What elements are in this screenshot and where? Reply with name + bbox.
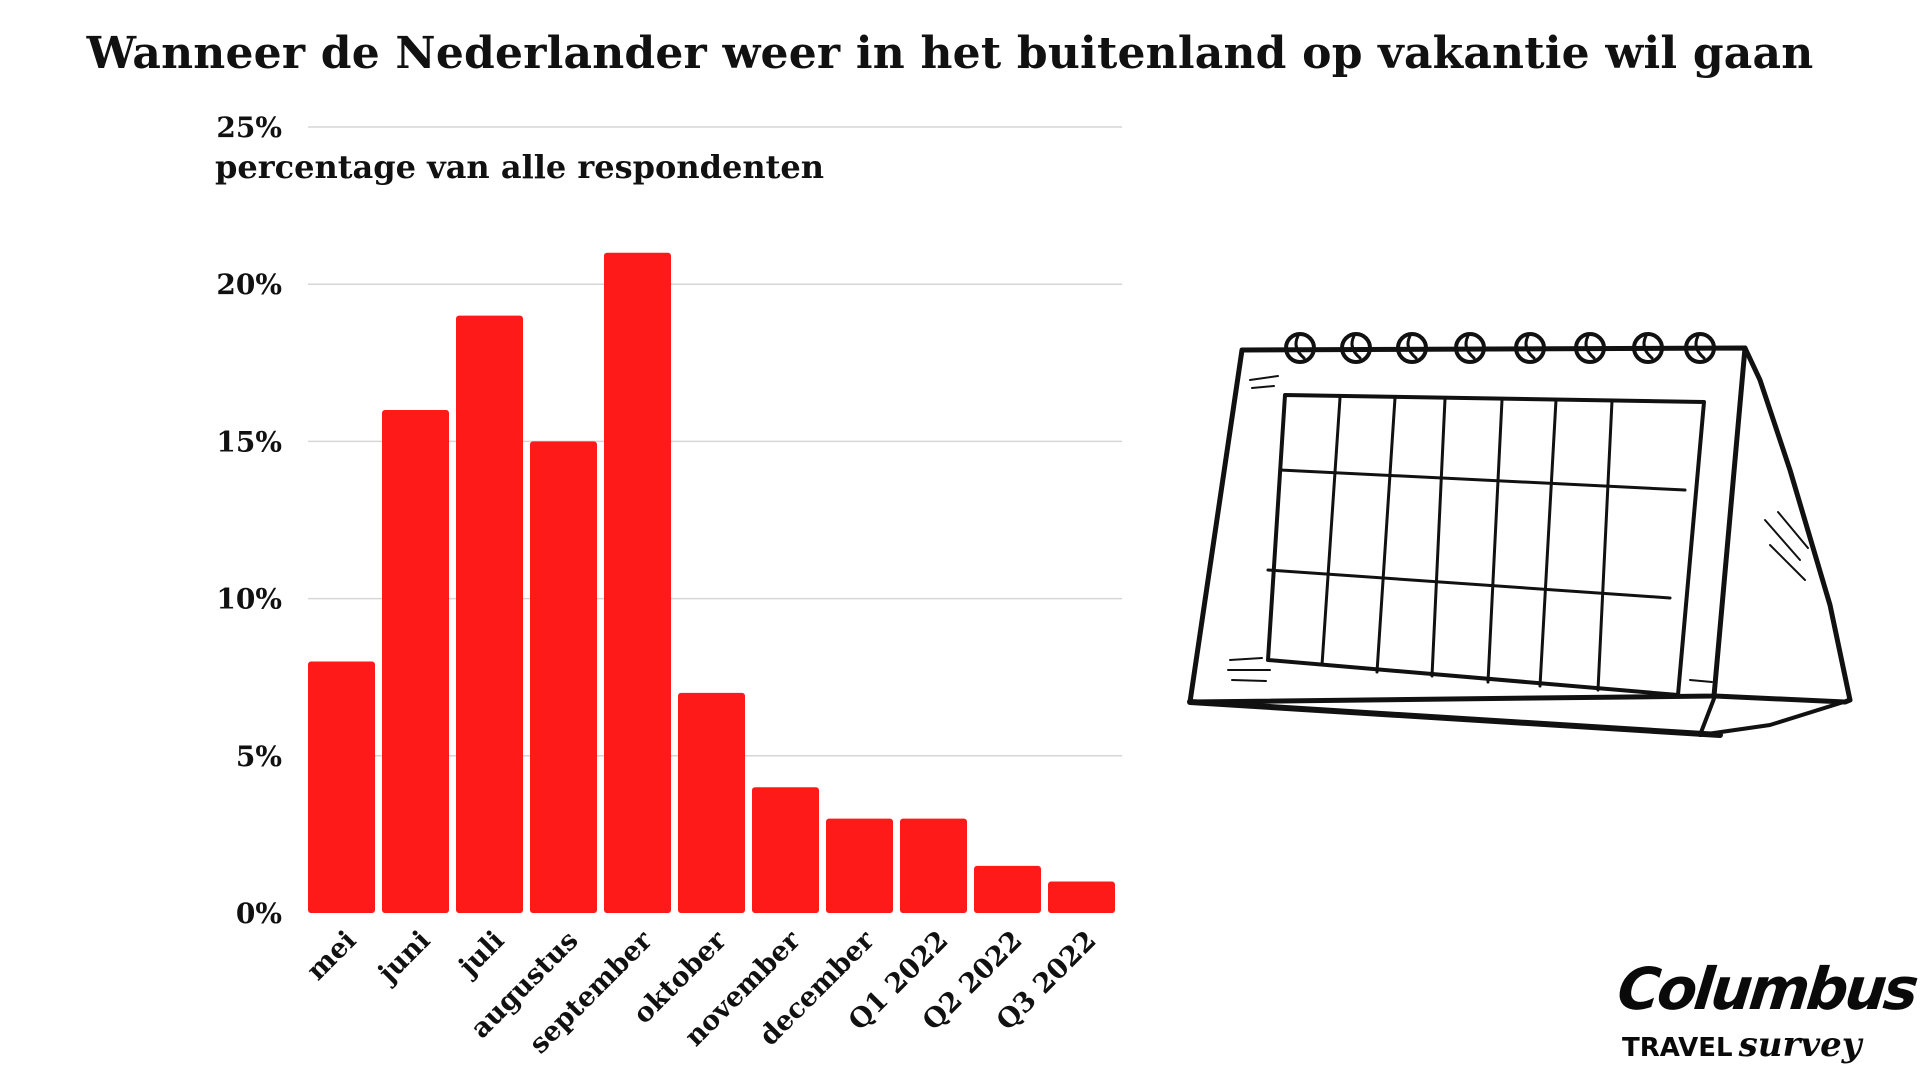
y-tick-label: 25%: [216, 111, 282, 144]
x-tick-label: juni: [371, 925, 436, 990]
bar-q2-2022: [974, 865, 1041, 913]
x-tick-label: mei: [301, 925, 363, 987]
x-axis-ticks: mei juni juliaugustusseptemberoktobernovem…: [301, 924, 1103, 1059]
bar-chart: 0% 5% 10% 15% 20% 25% percentage van alle res…: [215, 111, 1122, 1060]
bar-oktober: [678, 692, 745, 913]
bar-november: [752, 787, 819, 913]
bar-q1-2022: [900, 818, 967, 913]
brand-name: Columbus: [1614, 955, 1919, 1023]
brand-subtitle: TRAVEL survey: [1622, 1025, 1862, 1065]
bars: [308, 252, 1115, 913]
y-axis-ticks: 0% 5% 10% 15% 20% 25%: [216, 111, 282, 930]
x-tick-label: juli: [452, 925, 511, 984]
bar-q3-2022: [1048, 881, 1115, 913]
bar-mei: [308, 661, 375, 913]
bar-december: [826, 818, 893, 913]
y-tick-label: 10%: [216, 583, 282, 616]
brand-sub-script: survey: [1738, 1025, 1862, 1065]
brand-sub-caps: TRAVEL: [1622, 1033, 1733, 1063]
chart-title: Wanneer de Nederlander weer in het buite…: [86, 28, 1814, 79]
bar-juli: [456, 315, 523, 913]
columbus-travel-survey-logo: Columbus TRAVEL survey: [1610, 955, 1919, 1075]
y-tick-label: 5%: [236, 740, 282, 773]
bar-juni: [382, 409, 449, 913]
y-tick-label: 0%: [236, 897, 282, 930]
bar-augustus: [530, 441, 597, 913]
bar-september: [604, 252, 671, 913]
y-axis-label: percentage van alle respondenten: [215, 148, 824, 186]
desk-calendar-icon: [1187, 332, 1853, 738]
y-tick-label: 20%: [216, 268, 282, 301]
y-tick-label: 15%: [216, 425, 282, 458]
